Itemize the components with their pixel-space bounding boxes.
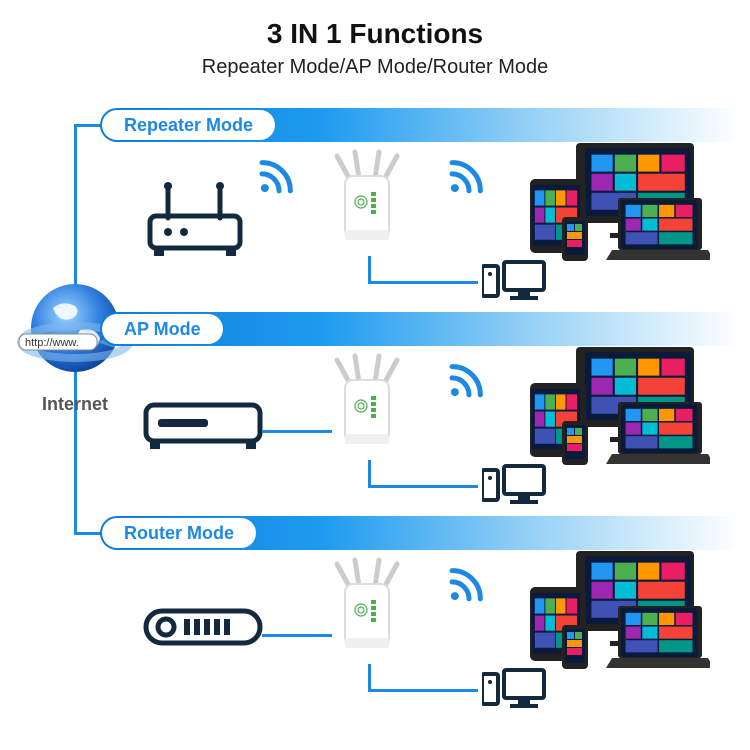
cable — [368, 281, 478, 284]
page-title: 3 IN 1 Functions — [0, 0, 750, 50]
banner-ap: AP Mode — [100, 312, 740, 346]
banner-router: Router Mode — [100, 516, 740, 550]
row-repeater — [140, 148, 740, 308]
extender-icon — [325, 148, 415, 258]
globe-url-text: http://www. — [25, 337, 79, 349]
row-ap — [140, 352, 740, 512]
cable — [368, 460, 371, 488]
extender-icon — [325, 352, 415, 462]
wifi-icon — [440, 152, 498, 210]
wireless-clients — [530, 347, 700, 477]
internet-block: http://www. Internet — [10, 280, 140, 415]
banner-label-repeater: Repeater Mode — [102, 110, 275, 140]
dsl-modem-icon — [140, 601, 270, 661]
modem-icon — [140, 397, 270, 457]
router-icon — [140, 178, 260, 278]
desktop-pc-icon — [482, 464, 552, 508]
wifi-icon — [440, 356, 498, 414]
row-router — [140, 556, 740, 716]
page-subtitle: Repeater Mode/AP Mode/Router Mode — [0, 56, 750, 79]
internet-label: Internet — [10, 394, 140, 415]
wifi-icon — [440, 560, 498, 618]
cable — [368, 664, 371, 692]
banner-label-router: Router Mode — [102, 518, 256, 548]
banner-label-ap: AP Mode — [102, 314, 223, 344]
cable — [262, 634, 332, 637]
cable — [368, 485, 478, 488]
wifi-icon — [250, 152, 308, 210]
wireless-clients — [530, 551, 700, 681]
desktop-pc-icon — [482, 668, 552, 712]
cable — [368, 689, 478, 692]
cable — [262, 430, 332, 433]
desktop-pc-icon — [482, 260, 552, 304]
extender-icon — [325, 556, 415, 666]
banner-repeater: Repeater Mode — [100, 108, 740, 142]
cable — [368, 256, 371, 284]
wireless-clients — [530, 143, 700, 273]
